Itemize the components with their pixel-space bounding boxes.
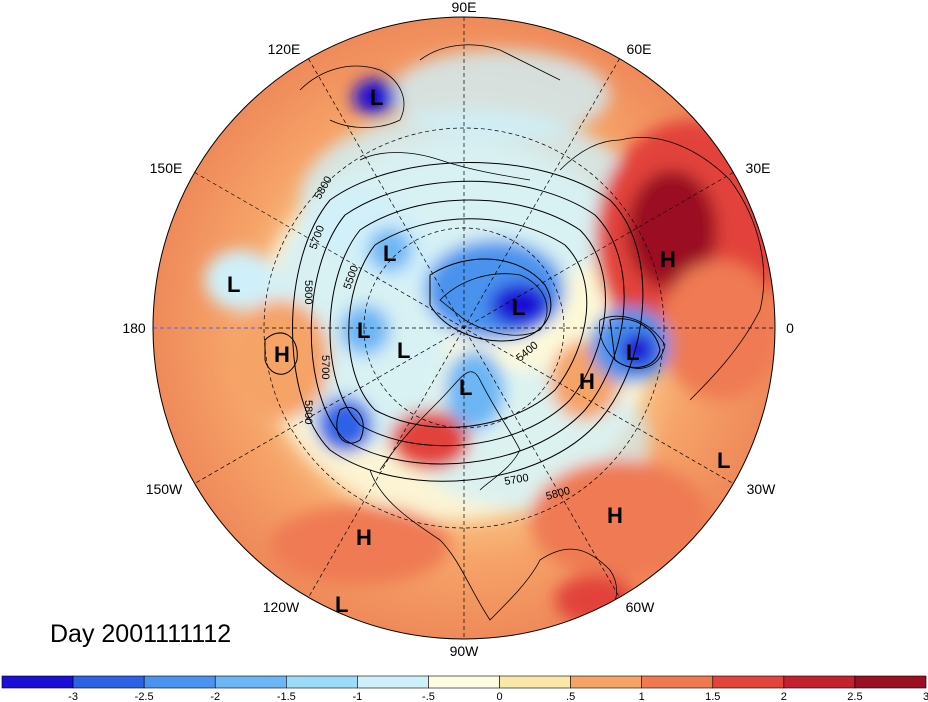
low-pressure-center: L	[459, 375, 472, 400]
low-pressure-center: L	[626, 340, 639, 365]
lon-label-180: 180	[122, 320, 146, 336]
colorbar-swatch	[570, 675, 642, 689]
low-pressure-center: L	[717, 448, 730, 473]
colorbar-tick-label: 3	[923, 691, 928, 702]
colorbar-tick-label: 1.5	[705, 691, 720, 702]
colorbar-tick-label: .5	[566, 691, 575, 702]
lon-label-120w: 120W	[263, 599, 300, 615]
height-contours	[264, 162, 661, 482]
colorbar-tick-label: -1.5	[277, 691, 296, 702]
colorbar-swatch	[214, 675, 287, 689]
map-boundary	[152, 16, 776, 640]
lon-label-30e: 30E	[746, 160, 771, 176]
colorbar-swatch	[783, 675, 856, 689]
colorbar-tick-label: -2.5	[135, 691, 154, 702]
coastlines	[299, 44, 765, 639]
colorbar-swatch	[641, 675, 714, 689]
colorbar-tick-label: -3	[68, 691, 78, 702]
colorbar-swatch	[854, 675, 927, 689]
colorbar: -3 -2.5 -2 -1.5 -1 -.5 0 .5 1 1.5 2 2.5 3	[1, 675, 928, 702]
low-pressure-center: L	[227, 272, 240, 297]
low-pressure-center: L	[370, 85, 383, 110]
high-pressure-center: H	[660, 247, 676, 272]
colorbar-swatch	[499, 675, 571, 689]
lon-label-60e: 60E	[627, 41, 652, 57]
lon-label-150e: 150E	[150, 160, 183, 176]
high-pressure-center: H	[356, 525, 372, 550]
lon-label-150w: 150W	[146, 481, 183, 497]
lon-label-60w: 60W	[626, 599, 656, 615]
lon-label-120e: 120E	[268, 41, 301, 57]
colorbar-swatch	[72, 675, 145, 689]
colorbar-tick-label: -1	[352, 691, 362, 702]
lon-label-90e: 90E	[452, 0, 477, 15]
colorbar-tick-label: 1	[639, 691, 645, 702]
high-pressure-center: H	[607, 503, 623, 528]
colorbar-tick-label: 2	[781, 691, 787, 702]
low-pressure-center: L	[512, 295, 525, 320]
low-pressure-center: L	[383, 241, 396, 266]
lon-label-90w: 90W	[450, 643, 480, 659]
colorbar-tick-label: -2	[210, 691, 220, 702]
high-pressure-center: H	[579, 369, 595, 394]
date-title: Day 2001111112	[50, 620, 232, 648]
colorbar-tick-label: -.5	[422, 691, 435, 702]
colorbar-tick-label: 0	[496, 691, 502, 702]
low-pressure-center: L	[397, 338, 410, 363]
colorbar-swatch	[143, 675, 216, 689]
high-pressure-center: H	[274, 342, 290, 367]
low-pressure-center: L	[335, 592, 348, 617]
contour-label: 5800	[302, 280, 314, 304]
colorbar-swatch	[428, 675, 500, 689]
contour-label: 5700	[319, 355, 331, 379]
colorbar-swatch	[1, 675, 74, 689]
colorbar-swatch	[712, 675, 785, 689]
contour-label: 5800	[302, 400, 314, 424]
colorbar-tick-label: 2.5	[847, 691, 862, 702]
colorbar-swatch	[357, 675, 429, 689]
longitude-labels: 90E 60E 120E 30E 150E 0 180 30W 150W 60W…	[122, 0, 794, 659]
colorbar-swatch	[286, 675, 358, 689]
graticule	[153, 17, 775, 639]
lon-label-0: 0	[786, 320, 794, 336]
contour-label: 5700	[503, 472, 529, 488]
lon-label-30w: 30W	[747, 481, 777, 497]
low-pressure-center: L	[357, 318, 370, 343]
pressure-centers: L L L L L L L L L L H H H H H	[227, 85, 730, 617]
